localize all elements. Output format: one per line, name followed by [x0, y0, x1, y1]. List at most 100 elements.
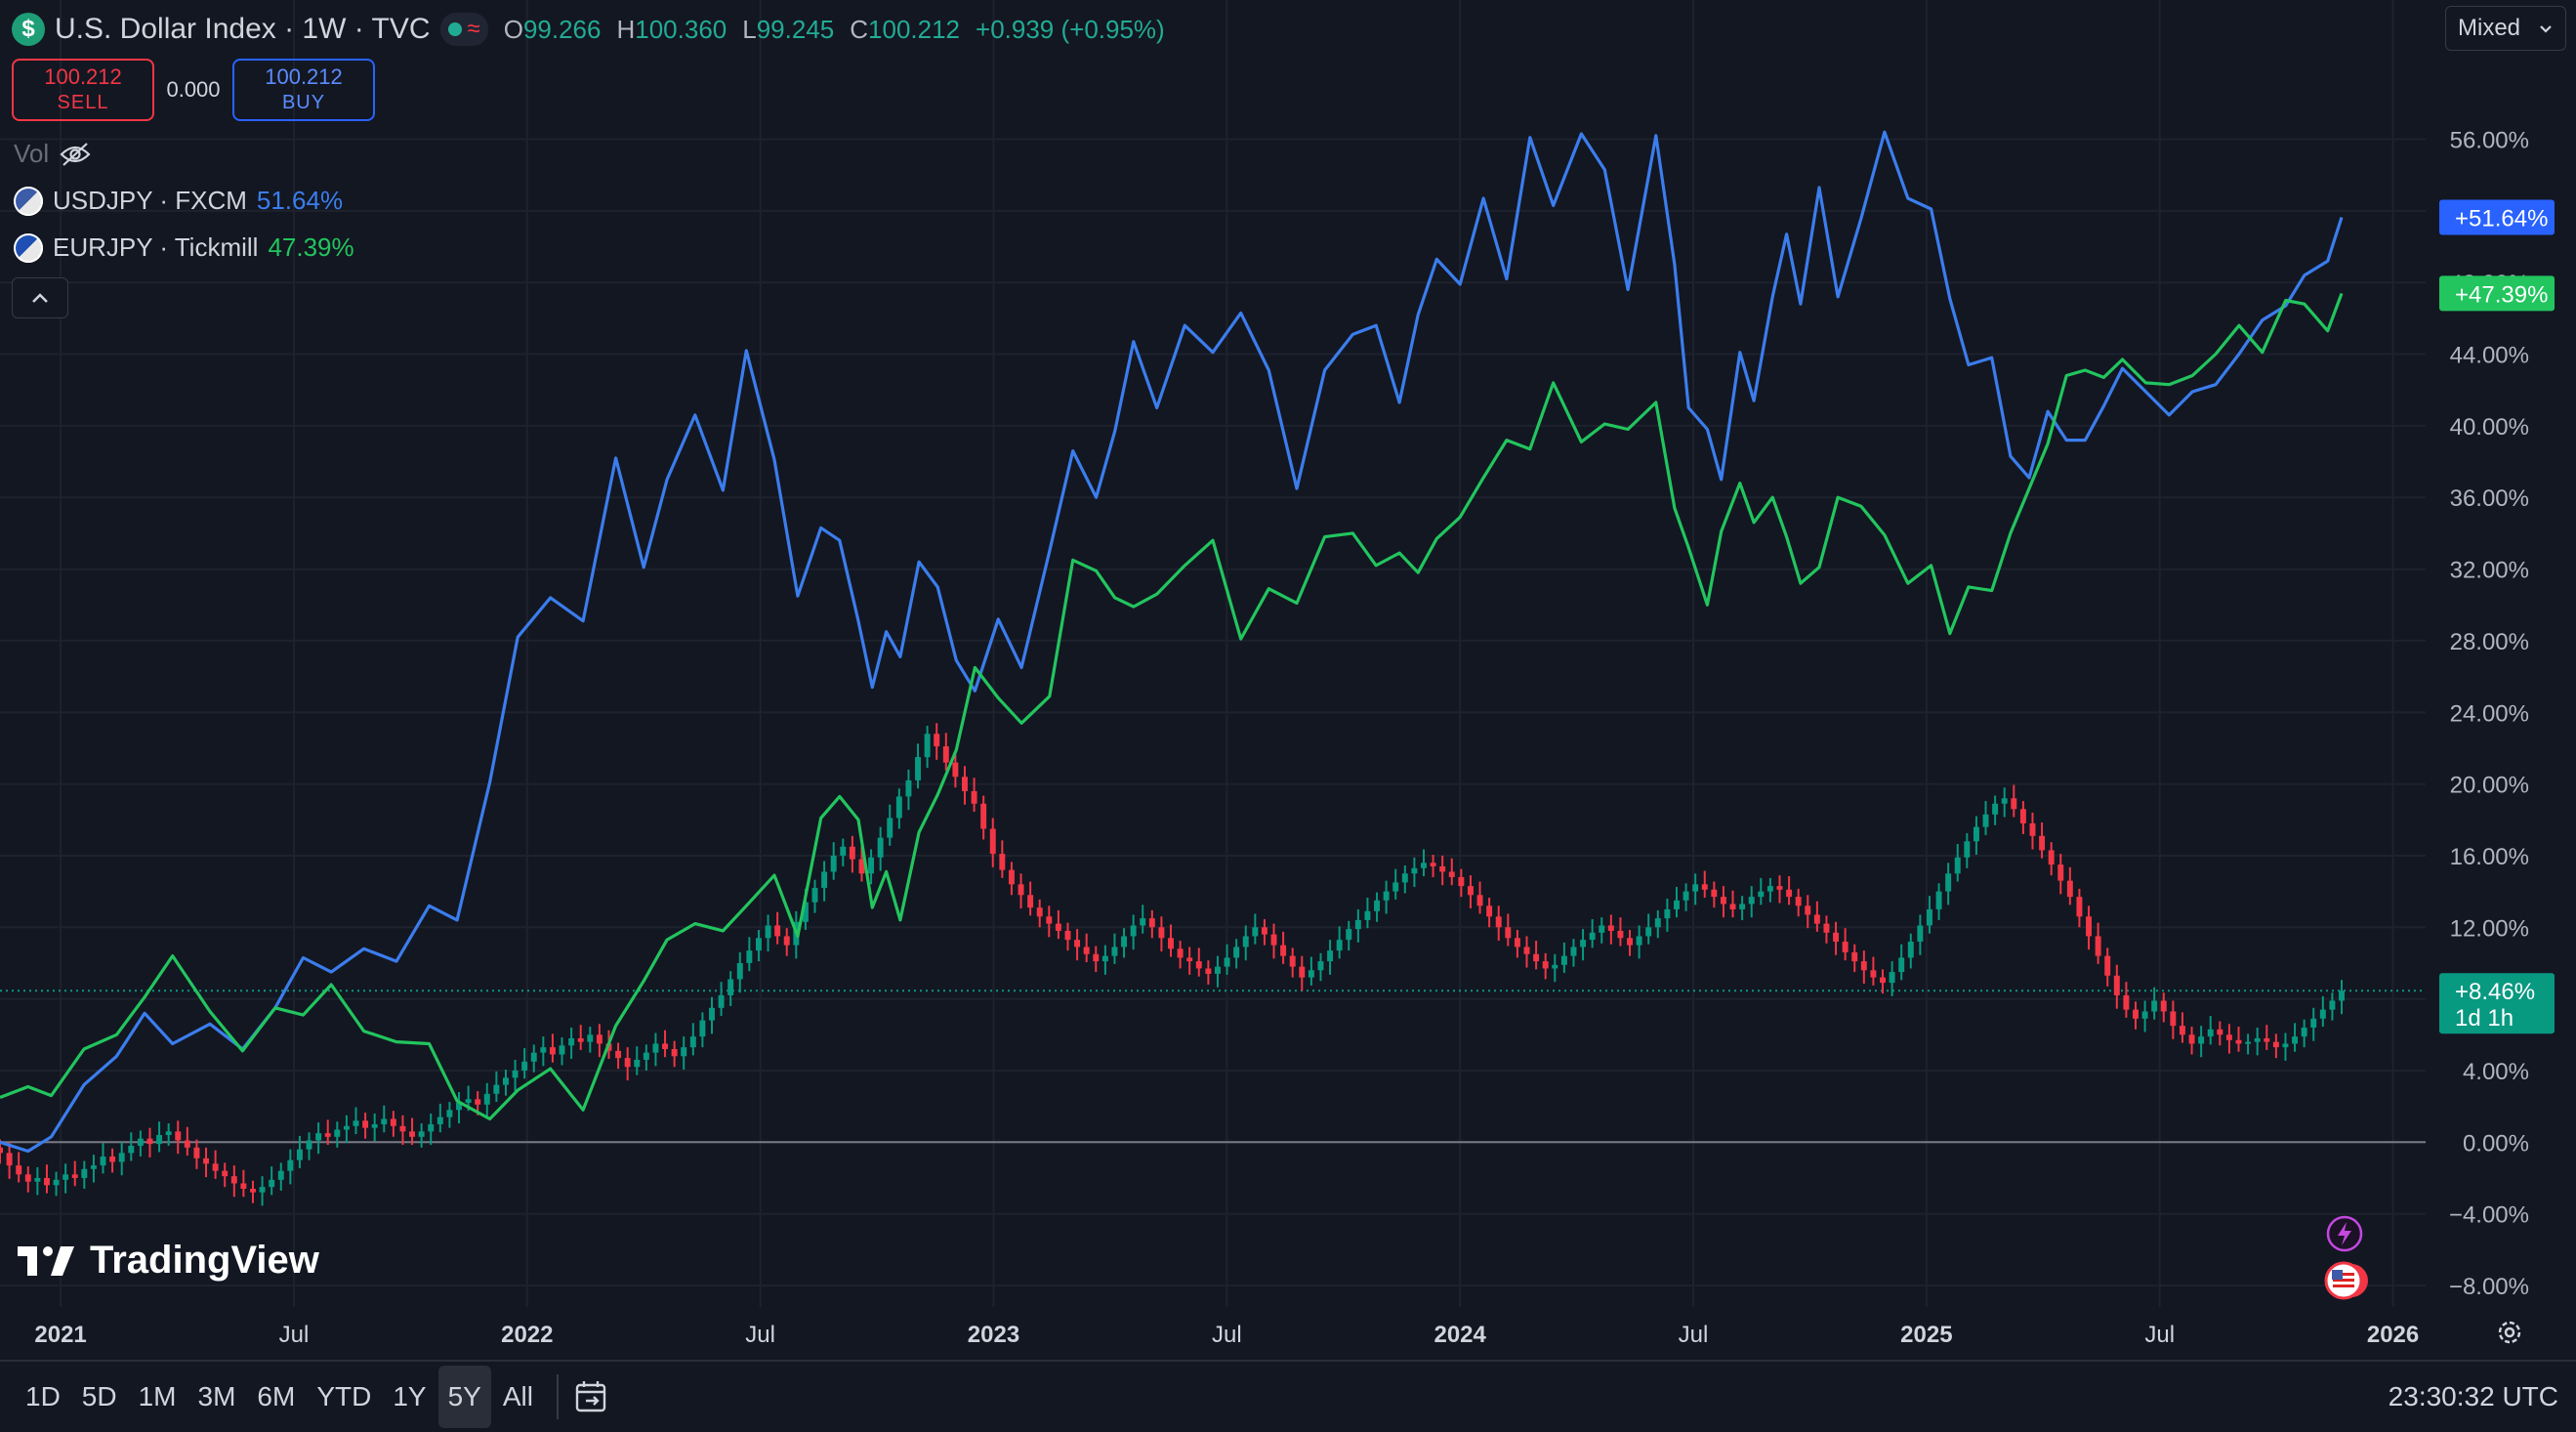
us-flag-icon[interactable] — [2322, 1260, 2371, 1301]
candle-body — [1140, 918, 1146, 926]
candle-body — [53, 1179, 60, 1186]
candle-body — [530, 1052, 537, 1062]
candle-body — [1158, 927, 1165, 939]
range-5d-button[interactable]: 5D — [81, 1381, 117, 1411]
candle-body — [877, 837, 884, 858]
candle-body — [1748, 897, 1755, 905]
candle-body — [146, 1138, 153, 1145]
volume-label: Vol — [14, 139, 50, 168]
candle-body — [1917, 925, 1924, 942]
buy-label: BUY — [281, 92, 326, 113]
y-tick-label: −8.00% — [2449, 1274, 2529, 1300]
candle-body — [1467, 886, 1474, 896]
candle-body — [1776, 886, 1783, 890]
legend-usdjpy-value: 51.64% — [256, 186, 344, 215]
range-1m-button[interactable]: 1M — [138, 1381, 177, 1411]
candle-body — [1766, 886, 1773, 892]
sell-button[interactable]: 100.212 SELL — [12, 59, 154, 121]
candle-body — [2301, 1027, 2307, 1037]
sell-price: 100.212 — [44, 64, 122, 89]
candle-body — [1401, 873, 1408, 883]
candle-body — [343, 1125, 350, 1130]
market-status-pill[interactable]: ≈ — [439, 13, 488, 46]
lightning-icon[interactable] — [2324, 1213, 2365, 1254]
price-badge-value: +51.64% — [2455, 205, 2548, 232]
scale-mode-dropdown[interactable]: Mixed — [2445, 6, 2566, 51]
tradingview-logo[interactable]: TradingView — [18, 1239, 319, 1283]
candle-body — [1093, 953, 1100, 962]
candle-body — [390, 1118, 396, 1126]
candle-body — [2039, 835, 2046, 851]
symbol-title[interactable]: U.S. Dollar Index · 1W · TVC — [55, 13, 431, 45]
range-3m-button[interactable]: 3M — [197, 1381, 236, 1411]
candle-body — [1935, 891, 1942, 909]
low-value: 99.245 — [756, 14, 835, 44]
candle-body — [1833, 932, 1840, 942]
candle-body — [118, 1153, 125, 1162]
candle-body — [2282, 1043, 2289, 1048]
candle-body — [2086, 916, 2093, 937]
range-1d-button[interactable]: 1D — [25, 1381, 61, 1411]
range-ytd-button[interactable]: YTD — [316, 1381, 372, 1411]
candle-body — [1607, 925, 1614, 931]
range-all-button[interactable]: All — [502, 1381, 533, 1411]
candle-body — [334, 1129, 341, 1137]
legend-eurjpy-name: EURJPY · Tickmill — [53, 232, 259, 262]
candle-body — [2198, 1036, 2205, 1044]
candle-body — [71, 1174, 78, 1178]
candle-body — [1851, 951, 1858, 962]
volume-legend[interactable]: Vol — [14, 139, 92, 169]
candle-body — [802, 902, 809, 922]
range-5y-button[interactable]: 5Y — [437, 1366, 491, 1428]
candle-body — [1823, 923, 1830, 933]
usdjpy-line — [0, 130, 2344, 1154]
candle-body — [652, 1043, 659, 1053]
candle-body — [2217, 1029, 2223, 1035]
candle-body — [2235, 1039, 2242, 1044]
y-tick-label: −4.00% — [2449, 1202, 2529, 1229]
candle-body — [2151, 1000, 2158, 1012]
price-chart[interactable]: 56.00%52.00%48.00%44.00%40.00%36.00%32.0… — [0, 0, 2576, 1360]
legend-usdjpy[interactable]: USDJPY · FXCM 51.64% — [14, 186, 343, 216]
candle-body — [1224, 957, 1230, 967]
open-value: 99.266 — [522, 14, 602, 44]
calendar-goto-icon[interactable] — [572, 1377, 611, 1416]
gear-icon[interactable] — [2494, 1317, 2525, 1348]
candle-body — [905, 779, 912, 797]
candle-body — [709, 1007, 715, 1021]
eye-off-icon[interactable] — [59, 142, 92, 167]
candle-body — [1074, 940, 1081, 948]
candle-body — [1289, 955, 1296, 967]
candle-body — [512, 1070, 519, 1078]
utc-clock[interactable]: 23:30:32 UTC — [2388, 1381, 2558, 1411]
candle-body — [1168, 938, 1174, 949]
candle-body — [1945, 873, 1952, 892]
candle-body — [811, 887, 818, 903]
candle-body — [1055, 923, 1061, 931]
candle-body — [1430, 863, 1436, 866]
candle-body — [16, 1165, 22, 1175]
toolbar-divider — [556, 1374, 559, 1419]
candle-body — [277, 1170, 284, 1180]
candle-body — [1992, 803, 1999, 815]
y-tick-label: 0.00% — [2463, 1130, 2529, 1157]
collapse-legend-button[interactable] — [12, 277, 68, 318]
usdjpy-flag-icon — [14, 186, 43, 216]
candle-body — [399, 1125, 406, 1132]
candle-body — [1842, 941, 1849, 952]
candle-body — [1101, 955, 1108, 962]
candle-body — [371, 1123, 378, 1128]
candle-body — [521, 1061, 528, 1071]
candle-body — [465, 1099, 472, 1103]
buy-button[interactable]: 100.212 BUY — [232, 59, 375, 121]
range-6m-button[interactable]: 6M — [257, 1381, 296, 1411]
legend-eurjpy[interactable]: EURJPY · Tickmill 47.39% — [14, 232, 354, 263]
range-1y-button[interactable]: 1Y — [393, 1381, 427, 1411]
candle-body — [643, 1052, 649, 1060]
candle-body — [1805, 906, 1811, 915]
candle-body — [568, 1037, 575, 1046]
candle-body — [250, 1188, 256, 1193]
candle-body — [2019, 809, 2026, 823]
candle-body — [1739, 904, 1746, 909]
candle-body — [1674, 900, 1680, 909]
